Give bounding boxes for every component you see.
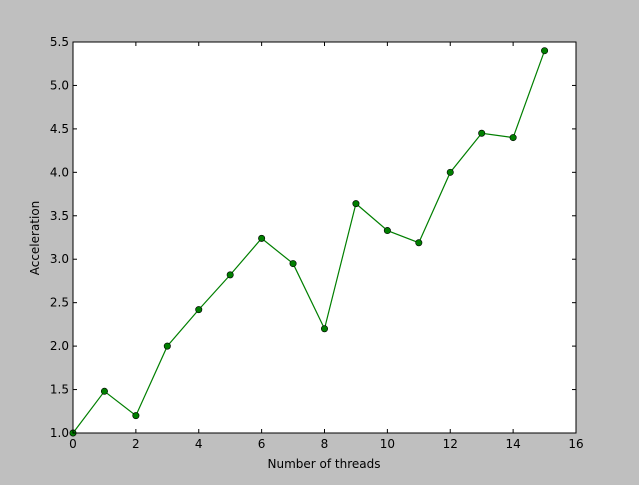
data-point — [195, 306, 203, 314]
data-point — [132, 412, 140, 420]
series-line — [72, 50, 546, 434]
data-point — [478, 129, 486, 137]
data-point — [258, 234, 266, 242]
plot-area — [73, 42, 576, 433]
x-tick-label: 16 — [568, 437, 583, 451]
series-layer — [69, 47, 549, 437]
data-point — [383, 227, 391, 235]
data-point — [289, 260, 297, 268]
data-point — [415, 239, 423, 247]
data-point — [352, 200, 360, 208]
y-tick-label: 4.0 — [50, 165, 69, 179]
data-point — [446, 168, 454, 176]
y-tick-label: 3.5 — [50, 209, 69, 223]
y-axis-label: Acceleration — [28, 201, 42, 276]
x-tick-label: 2 — [132, 437, 140, 451]
data-point — [226, 271, 234, 279]
x-axis-label: Number of threads — [268, 457, 381, 471]
x-tick-label: 12 — [443, 437, 458, 451]
x-tick-label: 4 — [195, 437, 203, 451]
data-point — [541, 47, 549, 55]
x-tick-label: 6 — [258, 437, 266, 451]
y-tick-label: 4.5 — [50, 122, 69, 136]
y-tick-label: 2.0 — [50, 339, 69, 353]
data-point — [320, 325, 328, 333]
y-tick-label: 3.0 — [50, 252, 69, 266]
y-tick-label: 5.5 — [50, 35, 69, 49]
x-tick-label: 0 — [69, 437, 77, 451]
y-tick-label: 2.5 — [50, 296, 69, 310]
plot-frame — [72, 41, 577, 434]
x-tick-label: 8 — [321, 437, 329, 451]
axis-tick-labels: 0 2 4 6 8 10 12 14 16 1.0 1.5 2.0 2.5 3.0 3.5 4.0 4.5 5.0… — [50, 35, 584, 451]
y-tick-label: 1.0 — [50, 426, 69, 440]
x-tick-label: 10 — [380, 437, 395, 451]
y-tick-label: 5.0 — [50, 78, 69, 92]
x-tick-label: 14 — [505, 437, 520, 451]
y-tick-label: 1.5 — [50, 383, 69, 397]
data-point — [100, 387, 108, 395]
data-point — [163, 342, 171, 350]
data-point — [509, 134, 517, 142]
